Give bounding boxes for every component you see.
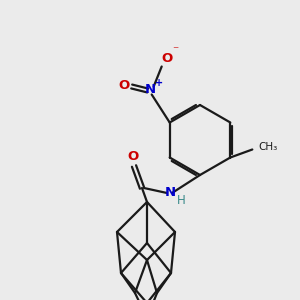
Text: H: H — [177, 194, 185, 208]
Text: CH₃: CH₃ — [258, 142, 278, 152]
Text: O: O — [161, 52, 172, 65]
Text: O: O — [128, 151, 139, 164]
Text: +: + — [154, 77, 163, 88]
Text: O: O — [118, 79, 129, 92]
Text: ⁻: ⁻ — [172, 44, 179, 57]
Text: N: N — [164, 187, 175, 200]
Text: N: N — [145, 83, 156, 96]
